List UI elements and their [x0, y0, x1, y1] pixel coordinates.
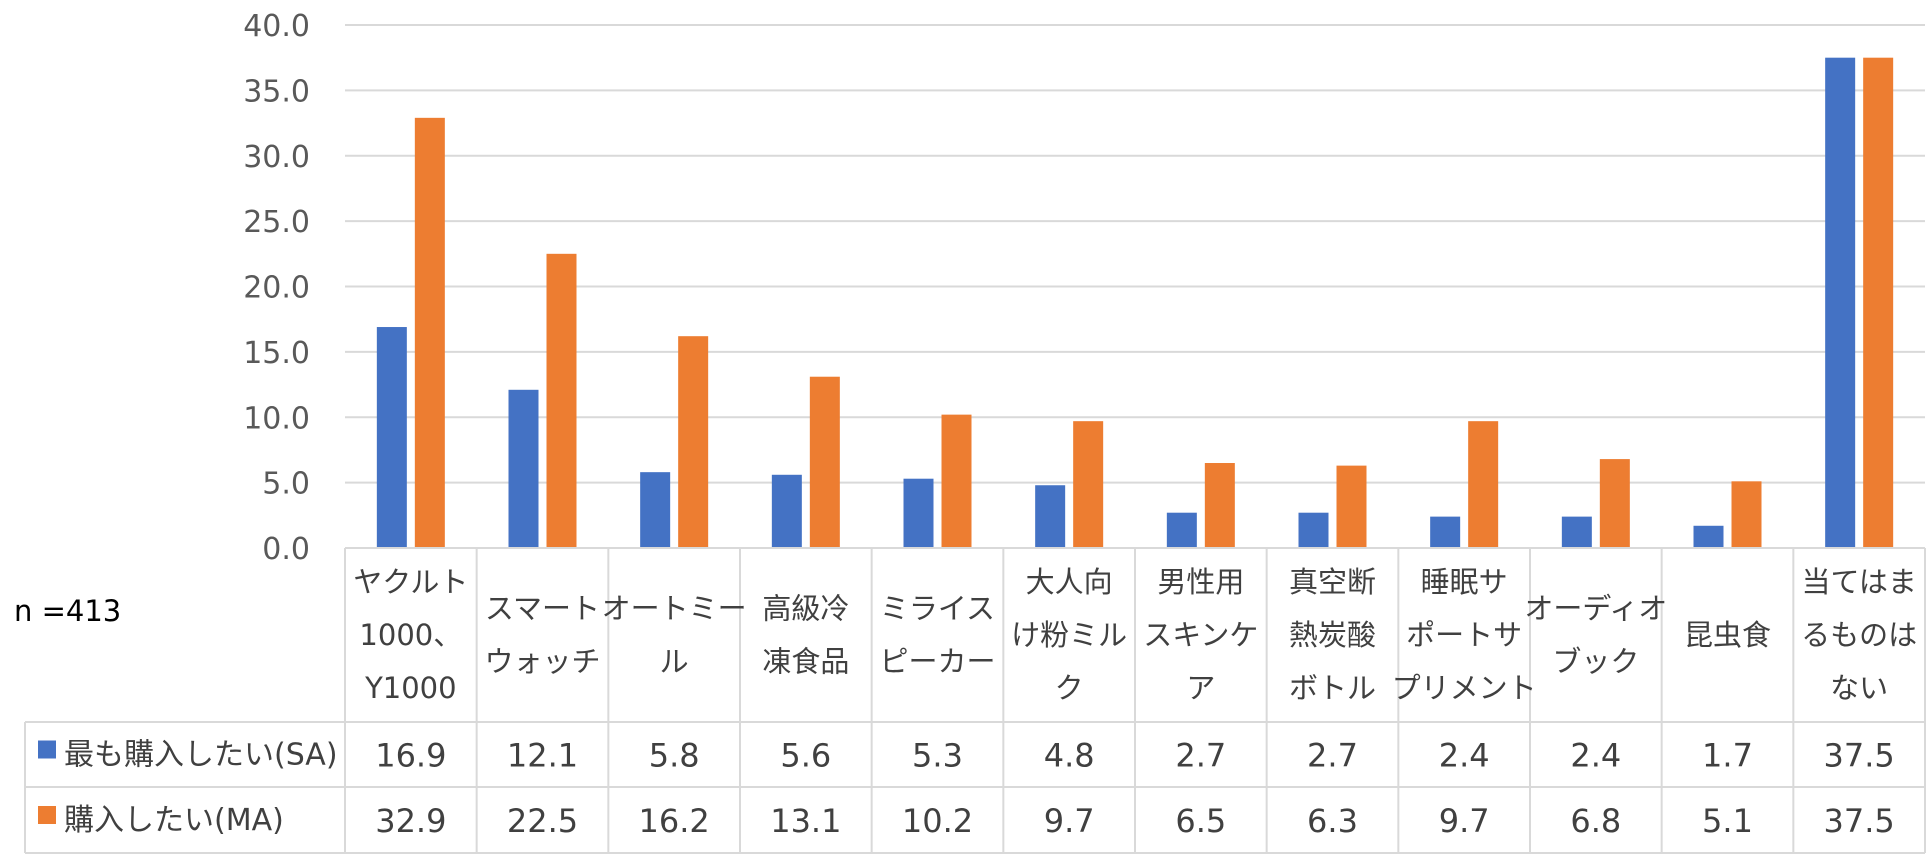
data-cell: 1.7: [1702, 737, 1753, 775]
category-label: ピーカー: [879, 645, 995, 679]
bar-ma: [1731, 481, 1762, 548]
y-tick-label: 15.0: [243, 336, 310, 371]
category-label: るものは: [1801, 618, 1917, 652]
data-cell: 37.5: [1824, 802, 1895, 840]
data-cell: 5.1: [1702, 802, 1753, 840]
category-label: オーディオ: [1524, 592, 1667, 626]
data-cell: 10.2: [902, 802, 973, 840]
bar-ma: [1336, 465, 1367, 548]
bar-ma: [1599, 459, 1630, 548]
bar-ma: [941, 414, 972, 548]
data-cell: 16.9: [375, 737, 446, 775]
category-label: ミライス: [880, 592, 995, 626]
data-cell: 32.9: [375, 802, 446, 840]
category-label: スマート: [485, 592, 600, 626]
category-label: プリメント: [1392, 671, 1537, 705]
data-cell: 2.7: [1307, 737, 1358, 775]
data-cell: 5.6: [780, 737, 831, 775]
bar-ma: [1204, 463, 1235, 548]
bar-sa: [903, 478, 934, 548]
data-cell: 6.8: [1570, 802, 1621, 840]
y-axis: 0.0 5.0 10.0 15.0 20.0 25.0 30.0 35.0 40.0: [243, 9, 310, 567]
category-label: 凍食品: [762, 645, 849, 679]
category-label: 当てはま: [1801, 565, 1916, 599]
data-cell: 9.7: [1439, 802, 1490, 840]
bar-ma: [678, 336, 709, 548]
bar-sa: [640, 472, 671, 548]
bar-sa: [1298, 512, 1329, 548]
bar-sa: [1693, 525, 1724, 548]
y-tick-label: 35.0: [243, 74, 310, 109]
category-label: 睡眠サ: [1421, 565, 1508, 599]
data-cell: 16.2: [639, 802, 710, 840]
category-label: 真空断: [1289, 565, 1376, 599]
legend-label: 購入したい(MA): [64, 803, 284, 838]
bar-ma: [414, 117, 445, 549]
legend-swatch: [38, 740, 56, 759]
bar-sa: [508, 389, 539, 548]
category-label: 熱炭酸: [1289, 618, 1376, 652]
bar-sa: [376, 327, 407, 548]
data-cell: 9.7: [1044, 802, 1095, 840]
category-label: ウォッチ: [484, 645, 600, 679]
sample-size-label: n =413: [14, 594, 121, 628]
bars: [376, 57, 1894, 549]
category-label: 男性用: [1157, 565, 1244, 599]
y-tick-label: 5.0: [262, 467, 310, 502]
category-label: ク: [1055, 671, 1084, 705]
y-tick-label: 20.0: [243, 271, 310, 306]
category-label: ア: [1186, 671, 1215, 705]
category-label: ブック: [1552, 645, 1639, 679]
bar-ma: [809, 376, 840, 548]
category-label: け粉ミル: [1011, 618, 1127, 652]
category-label: ル: [660, 645, 689, 679]
data-cell: 5.8: [649, 737, 700, 775]
category-label: ボトル: [1289, 671, 1376, 705]
y-tick-label: 25.0: [243, 205, 310, 240]
y-tick-label: 10.0: [243, 401, 310, 436]
bar-sa: [1825, 57, 1856, 548]
legend-label: 最も購入したい(SA): [64, 738, 338, 773]
data-cell: 2.4: [1570, 737, 1621, 775]
legend-swatch: [38, 806, 56, 824]
y-tick-label: 30.0: [243, 140, 310, 175]
data-cell: 4.8: [1044, 737, 1095, 775]
gridlines: [345, 24, 1925, 549]
data-cell: 6.3: [1307, 802, 1358, 840]
data-cell: 37.5: [1824, 737, 1895, 775]
bar-sa: [1035, 485, 1066, 548]
category-label: Y1000: [364, 671, 457, 705]
data-cell: 13.1: [770, 802, 841, 840]
data-cell: 5.3: [912, 737, 963, 775]
category-label: ヤクルト: [353, 565, 468, 599]
category-label: 1000、: [359, 618, 462, 652]
bar-sa: [1430, 516, 1461, 548]
category-label: スキンケ: [1143, 618, 1258, 652]
bar-sa: [1561, 516, 1592, 548]
data-cell: 12.1: [507, 737, 578, 775]
bar-sa: [1166, 512, 1197, 548]
y-tick-label: 0.0: [262, 532, 310, 567]
category-label: ない: [1830, 671, 1888, 705]
category-label: 昆虫食: [1684, 618, 1771, 652]
category-label: 大人向: [1026, 565, 1113, 599]
data-cell: 22.5: [507, 802, 578, 840]
bar-ma: [546, 253, 577, 548]
bar-ma: [1863, 57, 1894, 548]
y-tick-label: 40.0: [243, 9, 310, 44]
data-cell: 2.4: [1439, 737, 1490, 775]
bar-ma: [1073, 421, 1104, 548]
bar-sa: [771, 474, 802, 548]
bar-ma: [1468, 421, 1499, 548]
data-cell: 2.7: [1175, 737, 1226, 775]
category-label: オートミー: [602, 592, 747, 626]
category-label: ポートサ: [1406, 618, 1522, 652]
data-cell: 6.5: [1175, 802, 1226, 840]
category-label: 高級冷: [762, 592, 849, 626]
